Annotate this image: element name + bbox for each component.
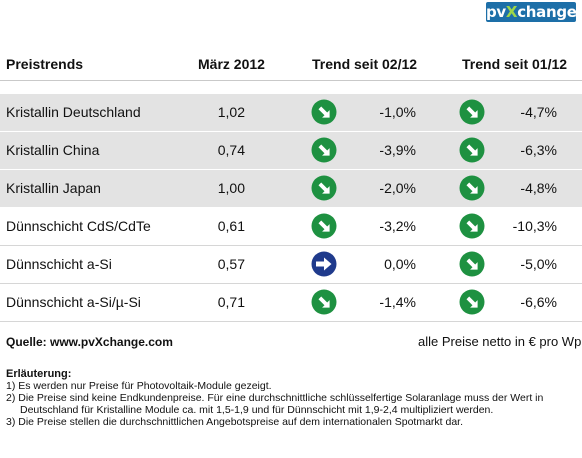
arrow-down-right-icon <box>311 175 337 201</box>
trend-since-02-12: -3,9% <box>379 142 416 158</box>
unit-note: alle Preise netto in € pro Wp <box>418 334 582 349</box>
table-row: Kristallin China 0,74 -3,9% -6,3% <box>0 132 582 170</box>
arrow-down-right-icon <box>459 251 485 277</box>
trend-since-02-12: -1,0% <box>379 104 416 120</box>
module-type: Dünnschicht a-Si <box>6 256 112 272</box>
arrow-down-right-icon <box>459 175 485 201</box>
header-preistrends: Preistrends <box>6 56 84 72</box>
note-line: 3) Die Preise stellen die durchschnittli… <box>6 416 464 428</box>
module-type: Dünnschicht CdS/CdTe <box>6 218 151 234</box>
trend-since-02-12: -1,4% <box>379 294 416 310</box>
module-type: Kristallin Japan <box>6 180 101 196</box>
arrow-down-right-icon <box>311 213 337 239</box>
trend-since-02-12: -2,0% <box>379 180 416 196</box>
note-line: 1) Es werden nur Preise für Photovoltaik… <box>6 380 272 392</box>
price-value: 0,61 <box>217 218 245 234</box>
note-line: Deutschland für Kristalline Module ca. m… <box>20 404 494 416</box>
arrow-right-icon <box>311 251 337 277</box>
price-value: 0,57 <box>217 256 245 272</box>
note-line: 2) Die Preise sind keine Endkundenpreise… <box>6 392 544 404</box>
header-trend-02-12: Trend seit 02/12 <box>312 56 418 72</box>
trend-since-01-12: -4,8% <box>520 180 557 196</box>
price-value: 1,00 <box>217 180 245 196</box>
header-trend-01-12: Trend seit 01/12 <box>462 56 568 72</box>
trend-since-02-12: -3,2% <box>379 218 416 234</box>
trend-since-01-12: -5,0% <box>520 256 557 272</box>
arrow-down-right-icon <box>311 99 337 125</box>
arrow-down-right-icon <box>459 213 485 239</box>
trend-since-01-12: -10,3% <box>512 218 557 234</box>
trend-since-01-12: -4,7% <box>520 104 557 120</box>
trend-since-01-12: -6,3% <box>520 142 557 158</box>
notes-list: 1) Es werden nur Preise für Photovoltaik… <box>6 380 576 428</box>
arrow-down-right-icon <box>459 137 485 163</box>
pvxchange-logo: pvXchange <box>486 2 577 22</box>
table-row: Kristallin Japan 1,00 -2,0% -4,8% <box>0 170 582 208</box>
arrow-down-right-icon <box>311 289 337 315</box>
table-row: Dünnschicht a-Si/µ-Si 0,71 -1,4% -6,6% <box>0 284 582 322</box>
trend-since-01-12: -6,6% <box>520 294 557 310</box>
table-row: Dünnschicht CdS/CdTe 0,61 -3,2% -10,3% <box>0 208 582 246</box>
notes-title: Erläuterung: <box>6 368 72 380</box>
module-type: Kristallin Deutschland <box>6 104 141 120</box>
arrow-down-right-icon <box>459 99 485 125</box>
table-header: Preistrends März 2012 Trend seit 02/12 T… <box>0 52 582 81</box>
price-value: 0,74 <box>217 142 245 158</box>
header-price-month: März 2012 <box>198 56 265 72</box>
source-note: Quelle: www.pvXchange.com <box>6 335 173 349</box>
price-value: 0,71 <box>217 294 245 310</box>
price-value: 1,02 <box>217 104 245 120</box>
price-trend-table: Kristallin Deutschland 1,02 -1,0% -4,7% … <box>0 94 582 322</box>
arrow-down-right-icon <box>311 137 337 163</box>
table-row: Dünnschicht a-Si 0,57 0,0% -5,0% <box>0 246 582 284</box>
arrow-down-right-icon <box>459 289 485 315</box>
module-type: Kristallin China <box>6 142 100 158</box>
module-type: Dünnschicht a-Si/µ-Si <box>6 294 141 310</box>
trend-since-02-12: 0,0% <box>384 256 416 272</box>
table-row: Kristallin Deutschland 1,02 -1,0% -4,7% <box>0 94 582 132</box>
